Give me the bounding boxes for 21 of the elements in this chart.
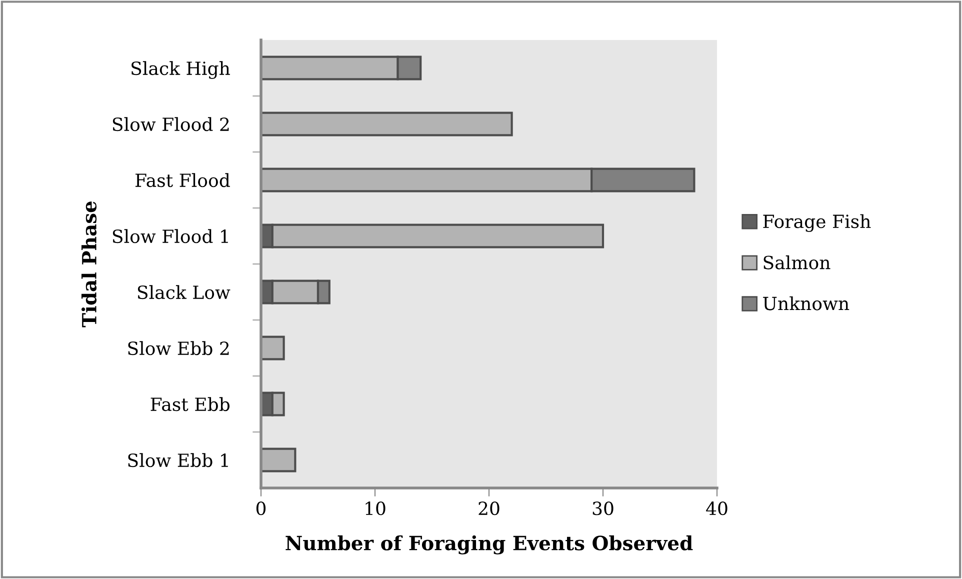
legend-label: Salmon: [764, 255, 830, 270]
legend-label: Forage Fish: [763, 214, 871, 232]
y-axis-title: Tidal Phase: [81, 201, 97, 328]
x-tick-label: 10: [366, 502, 386, 516]
x-tick-label: 40: [706, 502, 728, 516]
y-tick-label: Fast Flood: [136, 173, 230, 188]
y-tick-label: Slack High: [132, 61, 230, 79]
x-tick-label: 20: [478, 502, 500, 516]
y-tick-label: Slow Flood 1: [112, 229, 228, 244]
y-tick-label: Slow Ebb 2: [128, 341, 229, 356]
y-tick-label: Slack Low: [138, 285, 230, 300]
x-axis-title: Number of Foraging Events Observed: [286, 535, 693, 554]
bar: [261, 448, 296, 472]
bar: [261, 336, 285, 360]
bar: [261, 112, 513, 136]
y-tick-label: Fast Ebb: [150, 397, 230, 412]
x-tick-label: 0: [256, 502, 266, 516]
y-tick-label: Slow Flood 2: [112, 117, 229, 132]
legend-label: Unknown: [763, 296, 850, 310]
y-tick-label: Slow Ebb 1: [128, 453, 228, 468]
x-tick-label: 30: [592, 502, 614, 516]
